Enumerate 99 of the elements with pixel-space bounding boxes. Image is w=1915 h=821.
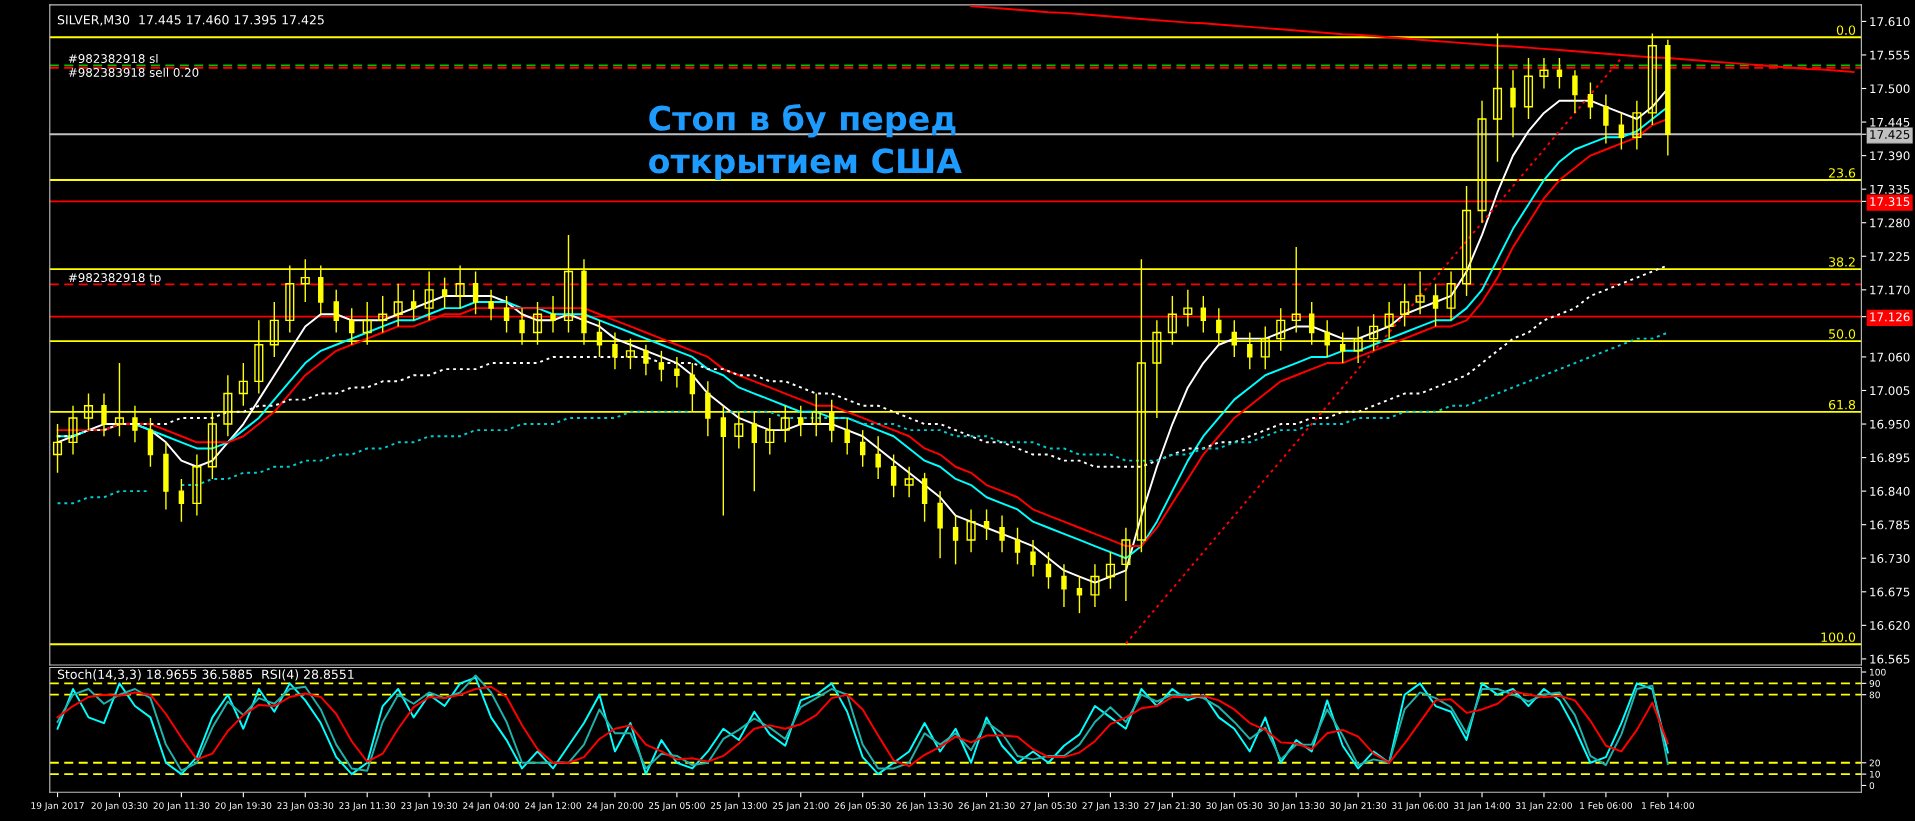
x-tick-label: 30 Jan 21:30 (1330, 802, 1387, 811)
x-tick-label: 1 Feb 14:00 (1642, 801, 1694, 809)
candlestick (488, 289, 494, 322)
annotation: 23.6 (1829, 168, 1856, 178)
candlestick (1200, 295, 1207, 334)
x-tick-label: 25 Jan 05:00 (648, 802, 705, 811)
y-tick-label: 90 (1869, 680, 1880, 687)
x-tick-label: 27 Jan 05:30 (1020, 802, 1077, 811)
y-tick-label: 17.060 (1870, 352, 1910, 362)
x-tick-label: 31 Jan 06:00 (1392, 802, 1449, 811)
y-tick-label: 17.555 (1870, 50, 1910, 60)
annotation: Стоп в бу перед открытием США (649, 103, 962, 180)
candlestick (1061, 563, 1067, 608)
x-tick-label: 24 Jan 12:00 (525, 802, 581, 811)
y-tick-label: 17.425 (1870, 129, 1910, 139)
annotation: 61.8 (1828, 399, 1856, 410)
y-tick-label: 17.335 (1870, 184, 1910, 194)
y-tick-label: 17.280 (1870, 218, 1910, 228)
candlestick (503, 295, 510, 334)
candlestick (999, 514, 1005, 553)
ref-line-label: #982383918 sell 0.20 (68, 67, 199, 77)
candlestick (1618, 112, 1625, 151)
candlestick (844, 417, 850, 456)
candlestick (441, 276, 448, 309)
annotation: 0.0 (1836, 25, 1856, 35)
annotation: 38.2 (1829, 257, 1855, 267)
candlestick (643, 344, 649, 376)
y-tick-label: 16.840 (1870, 486, 1910, 496)
y-tick-label: 80 (1869, 691, 1880, 699)
y-tick-label: 16.950 (1870, 419, 1910, 429)
candlestick (333, 289, 339, 334)
x-tick-label: 25 Jan 13:00 (710, 802, 767, 811)
x-tick-label: 26 Jan 21:30 (958, 802, 1015, 811)
annotation: 50.0 (1829, 329, 1856, 339)
y-tick-label: 16.675 (1870, 587, 1910, 597)
x-tick-label: 31 Jan 22:00 (1516, 802, 1572, 811)
candlestick (472, 270, 479, 315)
candlestick (1510, 69, 1516, 139)
candlestick (550, 295, 556, 334)
y-tick-label: 17.390 (1870, 151, 1910, 161)
x-tick-label: 23 Jan 19:30 (401, 802, 458, 811)
y-tick-label: 16.895 (1870, 453, 1910, 463)
x-tick-label: 25 Jan 21:00 (772, 802, 829, 811)
candlestick (178, 478, 185, 523)
x-tick-label: 20 Jan 19:30 (215, 802, 272, 811)
x-tick-label: 20 Jan 03:30 (91, 802, 148, 811)
x-tick-label: 30 Jan 05:30 (1206, 802, 1263, 811)
y-tick-label: 17.315 (1870, 197, 1910, 207)
chart-title: Stoch(14,3,3) 18.9655 36.5885 RSI(4) 28.8551 (57, 669, 354, 681)
candlestick (1603, 93, 1609, 145)
candlestick (658, 350, 665, 383)
y-tick-label: 16.785 (1870, 520, 1910, 530)
text: SILVER,M30 17.445 17.460 17.395 17.425 (57, 15, 324, 26)
ref-line-label: #982382918 tp (68, 273, 161, 285)
x-tick-label: 19 Jan 2017 (31, 802, 84, 811)
candlestick (859, 429, 866, 468)
candlestick (1432, 283, 1439, 328)
x-tick-label: 23 Jan 03:30 (277, 802, 334, 811)
y-tick-label: 17.445 (1870, 117, 1910, 127)
y-tick-label: 20 (1869, 759, 1880, 767)
candlestick (875, 435, 881, 480)
y-tick-label: 100 (1870, 668, 1886, 676)
x-tick-label: 24 Jan 04:00 (463, 802, 520, 811)
y-tick-label: 16.565 (1870, 654, 1910, 664)
x-tick-label: 30 Jan 13:30 (1268, 802, 1325, 811)
x-tick-label: 20 Jan 11:30 (153, 802, 210, 811)
x-tick-label: 1 Feb 06:00 (1580, 801, 1633, 809)
candlestick (983, 508, 990, 541)
candlestick (1014, 527, 1021, 566)
y-tick-label: 16.730 (1870, 553, 1910, 563)
x-tick-label: 26 Jan 13:30 (896, 802, 953, 811)
candlestick (890, 453, 897, 498)
candlestick (952, 514, 959, 566)
y-tick-label: 16.620 (1870, 621, 1910, 631)
y-tick-label: 17.610 (1870, 17, 1910, 27)
candlestick (1076, 575, 1083, 614)
x-tick-label: 26 Jan 05:30 (834, 802, 891, 811)
y-tick-label: 17.126 (1870, 312, 1910, 322)
y-tick-label: 17.500 (1870, 84, 1910, 94)
x-tick-label: 27 Jan 13:30 (1082, 802, 1139, 811)
candlestick (1030, 539, 1036, 578)
candlestick (1587, 81, 1594, 120)
annotation: 100.0 (1821, 632, 1856, 642)
y-tick-label: 17.225 (1870, 251, 1910, 261)
x-tick-label: 31 Jan 14:00 (1454, 802, 1511, 811)
candlestick (1045, 551, 1052, 590)
y-tick-label: 10 (1870, 770, 1880, 778)
line-series (56, 685, 1669, 768)
candlestick (674, 356, 680, 389)
x-tick-label: 23 Jan 11:30 (339, 802, 396, 811)
x-tick-label: 24 Jan 20:00 (587, 802, 643, 811)
y-tick-label: 17.170 (1870, 285, 1910, 295)
y-tick-label: 17.005 (1870, 386, 1910, 396)
candlestick (410, 289, 417, 322)
x-tick-label: 27 Jan 21:30 (1144, 802, 1201, 811)
candlestick (1572, 69, 1578, 114)
ref-line-label: #982382918 sl (68, 53, 158, 64)
candlestick (1556, 57, 1563, 90)
y-tick-label: 0 (1869, 782, 1875, 790)
